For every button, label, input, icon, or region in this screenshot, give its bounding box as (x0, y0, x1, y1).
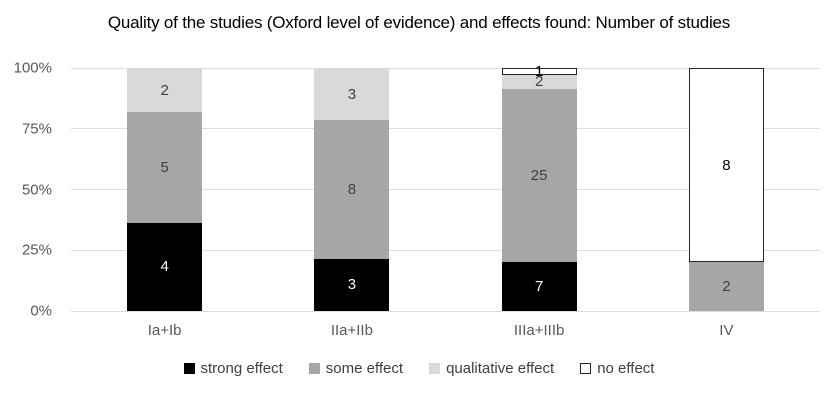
bar-group-IIIa+IIIb: 7 25 2 1 (446, 64, 633, 311)
bar-segment-strong-effect: 3 (314, 258, 390, 311)
bar-segment-no-effect: 1 (501, 64, 577, 79)
legend-label: strong effect (200, 360, 283, 377)
x-axis: Ia+Ib IIa+IIb IIIa+IIIb IV (71, 322, 820, 339)
data-label: 8 (347, 181, 357, 199)
bar-segment-some-effect: 25 (501, 88, 577, 263)
data-label: 2 (534, 73, 544, 91)
bar-segment-some-effect: 2 (688, 262, 764, 311)
bars-row: 4 5 2 3 8 3 7 25 2 1 2 8 (71, 64, 820, 311)
y-axis-tick-label: 25% (21, 241, 52, 259)
y-axis-tick-label: 75% (21, 120, 52, 138)
legend-swatch-icon (580, 363, 592, 374)
bar-segment-qualitative-effect: 2 (127, 68, 203, 113)
bar-group-Ia+Ib: 4 5 2 (71, 68, 258, 311)
bar-segment-some-effect: 5 (127, 112, 203, 223)
bar-IIIa+IIIb: 7 25 2 1 (501, 64, 577, 311)
legend-item-no-effect: no effect (580, 360, 654, 377)
legend-swatch-icon (429, 363, 441, 374)
bar-segment-strong-effect: 7 (501, 262, 577, 311)
x-axis-category-label: IIa+IIb (330, 322, 373, 339)
legend-label: some effect (325, 360, 404, 377)
data-label: 3 (347, 85, 357, 103)
bar-segment-some-effect: 8 (314, 120, 390, 259)
legend-item-strong-effect: strong effect (183, 360, 283, 377)
chart-title: Quality of the studies (Oxford level of … (107, 13, 731, 32)
data-label: 7 (534, 278, 544, 296)
gridline (71, 189, 820, 190)
bar-IIa+IIb: 3 8 3 (314, 68, 390, 311)
y-axis: 100% 75% 50% 25% 0% (0, 60, 56, 320)
data-label: 2 (722, 278, 731, 296)
gridline (71, 128, 820, 130)
legend-swatch-icon (183, 363, 195, 374)
data-label: 25 (530, 167, 548, 185)
y-axis-tick-label: 50% (21, 181, 52, 198)
gridline (71, 249, 820, 251)
data-label: 2 (160, 81, 169, 99)
gridline (71, 67, 820, 69)
bar-segment-strong-effect: 4 (127, 222, 203, 311)
x-axis-category-label: IIIa+IIIb (513, 322, 565, 339)
plot-area: 4 5 2 3 8 3 7 25 2 1 2 8 (71, 64, 820, 312)
legend-swatch-icon (308, 363, 320, 374)
bar-segment-qualitative-effect: 3 (314, 68, 390, 121)
y-axis-tick-label: 0% (30, 302, 52, 320)
bar-segment-no-effect: 8 (688, 68, 764, 263)
gridline (71, 310, 820, 312)
data-label: 8 (722, 156, 731, 174)
legend-label: no effect (597, 360, 655, 377)
x-axis-category-label: Ia+Ib (147, 322, 182, 339)
legend-item-some-effect: some effect (308, 360, 404, 377)
data-label: 1 (534, 63, 544, 80)
legend: strong effect some effect qualitative effe… (0, 360, 838, 377)
x-axis-category-label: IV (719, 322, 734, 339)
legend-item-qualitative-effect: qualitative effect (429, 360, 554, 377)
legend-label: qualitative effect (446, 360, 555, 377)
bar-Ia+Ib: 4 5 2 (127, 68, 203, 311)
data-label: 4 (160, 258, 169, 276)
bar-segment-qualitative-effect: 2 (501, 73, 577, 91)
data-label: 3 (347, 276, 357, 294)
data-label: 5 (160, 158, 169, 176)
y-axis-tick-label: 100% (13, 59, 52, 77)
bar-group-IIa+IIb: 3 8 3 (258, 68, 445, 311)
